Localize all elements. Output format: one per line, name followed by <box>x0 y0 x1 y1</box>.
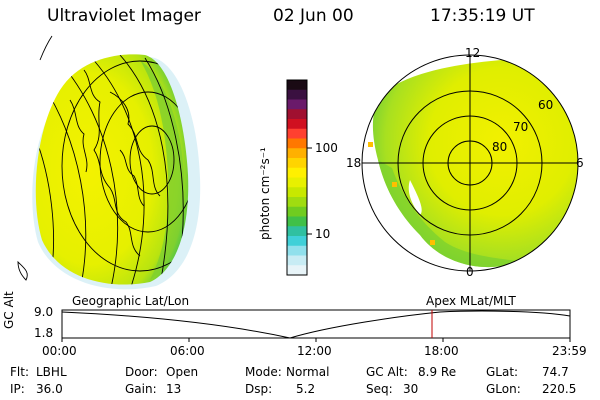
gcalt-value: 8.9 Re <box>418 365 457 379</box>
mlat-80-label: 80 <box>492 140 508 154</box>
colorbar-cell <box>287 119 307 130</box>
colorbar-cell <box>287 109 307 120</box>
altitude-ylabel: GC Alt <box>2 291 16 329</box>
time-tick-3: 18:00 <box>424 344 459 358</box>
time-tick-2: 12:00 <box>297 344 332 358</box>
mlt-12-label: 12 <box>465 46 481 60</box>
flt-label: Flt: <box>10 365 29 379</box>
colorbar-cell <box>287 226 307 237</box>
colorbar-cell <box>287 177 307 188</box>
time-tick-0: 00:00 <box>42 344 77 358</box>
gcalt-label: GC Alt: <box>366 365 408 379</box>
mode-label: Mode: <box>245 365 282 379</box>
dsp-label: Dsp: <box>245 382 273 396</box>
mlat-70-label: 70 <box>513 120 529 134</box>
seq-label: Seq: <box>366 382 393 396</box>
mlt-0-label: 0 <box>466 265 474 279</box>
colorbar-cell <box>287 216 307 227</box>
mlat-60-label: 60 <box>538 98 554 112</box>
colorbar-cell <box>287 245 307 256</box>
colorbar-cell <box>287 167 307 178</box>
instrument-title: Ultraviolet Imager <box>47 6 201 26</box>
glat-label: GLat: <box>486 365 519 379</box>
altitude-y-low: 1.8 <box>34 326 54 340</box>
door-label: Door: <box>125 365 158 379</box>
left-projection-label: Geographic Lat/Lon <box>72 294 190 308</box>
colorbar-cell <box>287 99 307 110</box>
glat-value: 74.7 <box>542 365 569 379</box>
colorbar-cell <box>287 138 307 149</box>
colorbar-unit-label: photon cm⁻²s⁻¹ <box>258 147 272 240</box>
colorbar-tick-100: 100 <box>315 141 338 155</box>
colorbar-tick-10: 10 <box>315 227 331 241</box>
door-value: Open <box>166 365 199 379</box>
mode-value: Normal <box>286 365 330 379</box>
time-label: 17:35:19 UT <box>430 6 535 26</box>
mlt-18-label: 18 <box>346 156 362 170</box>
time-tick-4: 23:59 <box>552 344 587 358</box>
ip-label: IP: <box>10 382 25 396</box>
glon-label: GLon: <box>486 382 521 396</box>
date-label: 02 Jun 00 <box>273 6 354 26</box>
glon-value: 220.5 <box>542 382 577 396</box>
colorbar-cell <box>287 158 307 169</box>
flt-value: LBHL <box>36 365 67 379</box>
mlt-6-label: 6 <box>576 156 584 170</box>
altitude-y-high: 9.0 <box>34 305 54 319</box>
colorbar-cell <box>287 80 307 91</box>
seq-value: 30 <box>403 382 419 396</box>
colorbar-cell <box>287 265 307 276</box>
gain-label: Gain: <box>125 382 157 396</box>
gain-value: 13 <box>166 382 182 396</box>
colorbar-cell <box>287 128 307 139</box>
right-projection-label: Apex MLat/MLT <box>426 294 516 308</box>
colorbar-cell <box>287 236 307 247</box>
colorbar-cell <box>287 89 307 100</box>
colorbar-cell <box>287 148 307 159</box>
time-tick-1: 06:00 <box>170 344 205 358</box>
colorbar-cell <box>287 255 307 266</box>
colorbar-cell <box>287 197 307 208</box>
ip-value: 36.0 <box>36 382 63 396</box>
colorbar-cell <box>287 187 307 198</box>
dsp-value: 5.2 <box>296 382 316 396</box>
colorbar-cell <box>287 206 307 217</box>
